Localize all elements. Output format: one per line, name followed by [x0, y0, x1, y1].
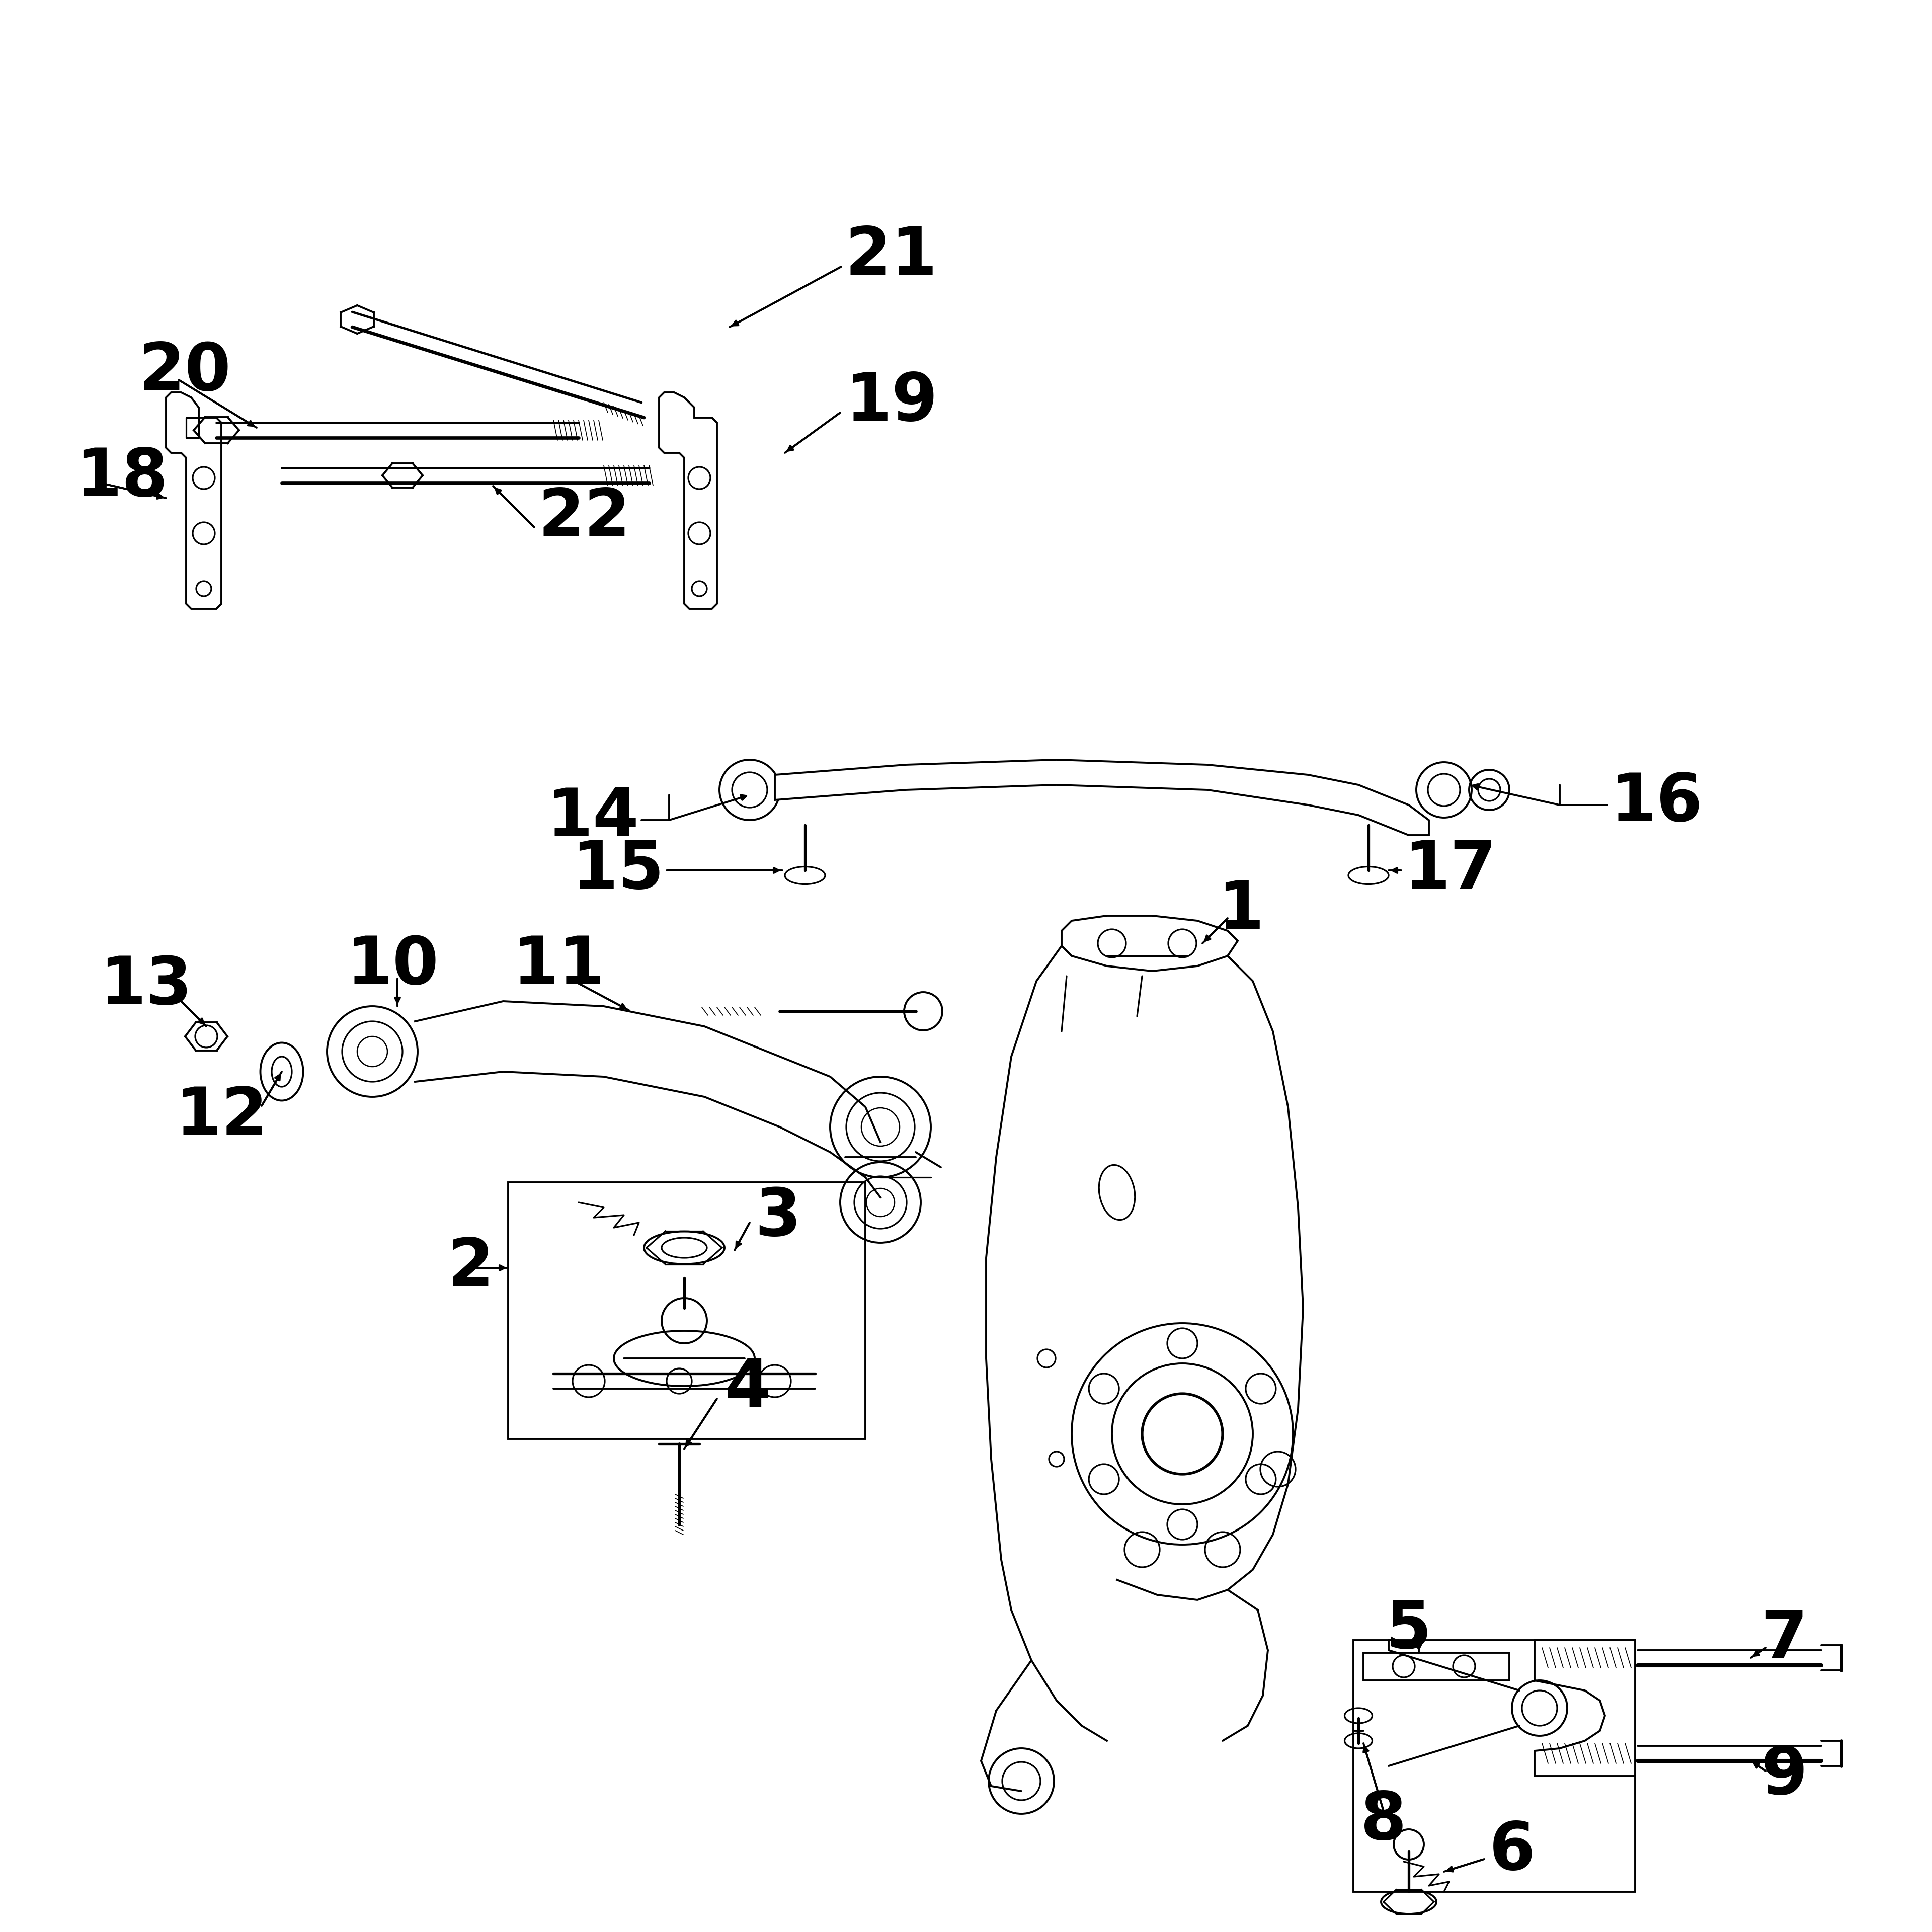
Text: 15: 15 [572, 838, 665, 902]
Text: 11: 11 [512, 933, 605, 999]
Polygon shape [659, 392, 717, 609]
Text: 19: 19 [846, 371, 937, 435]
Polygon shape [1534, 1640, 1634, 1776]
Text: 3: 3 [755, 1186, 802, 1250]
Text: 12: 12 [176, 1086, 269, 1150]
Text: 6: 6 [1490, 1820, 1536, 1884]
Text: 9: 9 [1760, 1745, 1806, 1808]
Text: 18: 18 [75, 446, 168, 510]
Text: 20: 20 [139, 340, 230, 404]
Circle shape [989, 1748, 1055, 1814]
Polygon shape [166, 392, 222, 609]
Polygon shape [1061, 916, 1238, 972]
Circle shape [904, 993, 943, 1030]
Text: 14: 14 [547, 786, 639, 850]
Text: 4: 4 [725, 1356, 771, 1420]
Text: 17: 17 [1405, 838, 1495, 902]
Text: 1: 1 [1217, 879, 1264, 943]
Circle shape [1142, 1393, 1223, 1474]
Text: 22: 22 [539, 487, 630, 551]
Text: 2: 2 [448, 1236, 495, 1300]
Circle shape [661, 1298, 707, 1343]
Bar [1354, 1640, 1634, 1891]
Text: 10: 10 [346, 933, 439, 999]
Text: 13: 13 [100, 954, 191, 1018]
Text: 7: 7 [1760, 1607, 1806, 1671]
Text: 5: 5 [1385, 1598, 1432, 1662]
Circle shape [1393, 1830, 1424, 1859]
Bar [508, 1182, 866, 1439]
Text: 8: 8 [1360, 1789, 1406, 1853]
Text: 21: 21 [846, 224, 937, 288]
Ellipse shape [784, 867, 825, 885]
Ellipse shape [1349, 867, 1389, 885]
Text: 16: 16 [1609, 771, 1702, 835]
Polygon shape [775, 759, 1430, 835]
